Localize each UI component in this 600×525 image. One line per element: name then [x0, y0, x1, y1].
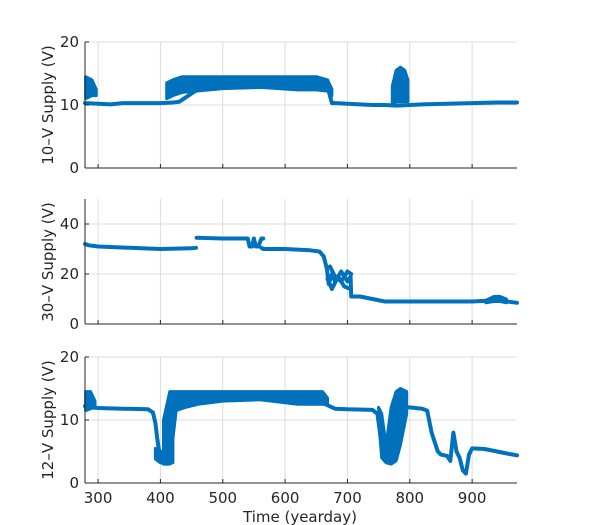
x-tick-labels: 300 400 500 600 700 800 900: [84, 489, 487, 507]
x-axis-label: Time (yearday): [242, 508, 357, 525]
y-tick-label: 20: [60, 33, 79, 51]
axes: [84, 356, 517, 484]
x-tick-label: 500: [208, 489, 237, 507]
panel-12v-supply: 0 10 20 300 400 500 600 700 800 900 12–V Supply …: [39, 348, 519, 525]
plot-area: [83, 235, 519, 305]
axes: [84, 199, 517, 325]
panel-30v-supply: 0 20 40 30–V Supply (V): [39, 199, 519, 333]
x-tick-label: 900: [458, 489, 487, 507]
y-tick-labels: 0 10 20: [60, 33, 79, 177]
y-tick-label: 10: [60, 96, 79, 114]
data-series: [259, 245, 519, 305]
y-tick-label: 0: [69, 315, 79, 333]
y-tick-label: 20: [60, 265, 79, 283]
y-tick-label: 10: [60, 411, 79, 429]
plot-area: [83, 65, 519, 108]
data-series: [83, 396, 519, 476]
y-axis-label: 10–V Supply (V): [39, 45, 57, 164]
grid: [85, 199, 517, 325]
y-tick-label: 0: [69, 159, 79, 177]
y-axis-label: 12–V Supply (V): [39, 360, 57, 479]
axes: [84, 41, 517, 169]
y-tick-labels: 0 10 20: [60, 348, 79, 492]
data-series: [83, 242, 198, 251]
data-series: [83, 82, 519, 108]
y-tick-label: 20: [60, 348, 79, 366]
scatter-dense-region: [377, 387, 409, 466]
x-tick-label: 700: [333, 489, 362, 507]
scatter-dense-region: [390, 65, 410, 107]
y-tick-label: 0: [69, 474, 79, 492]
y-tick-label: 40: [60, 215, 79, 233]
data-series: [328, 264, 354, 284]
scatter-dense-region: [84, 75, 98, 101]
grid: [85, 356, 517, 484]
y-axis-label: 30–V Supply (V): [39, 202, 57, 321]
data-series: [194, 235, 266, 249]
x-tick-label: 800: [395, 489, 424, 507]
x-tick-label: 600: [271, 489, 300, 507]
x-tick-label: 400: [146, 489, 175, 507]
y-tick-labels: 0 20 40: [60, 215, 79, 333]
plot-area: [83, 387, 519, 476]
panel-10v-supply: 0 10 20 10–V Supply (V): [39, 33, 519, 177]
x-tick-label: 300: [84, 489, 113, 507]
